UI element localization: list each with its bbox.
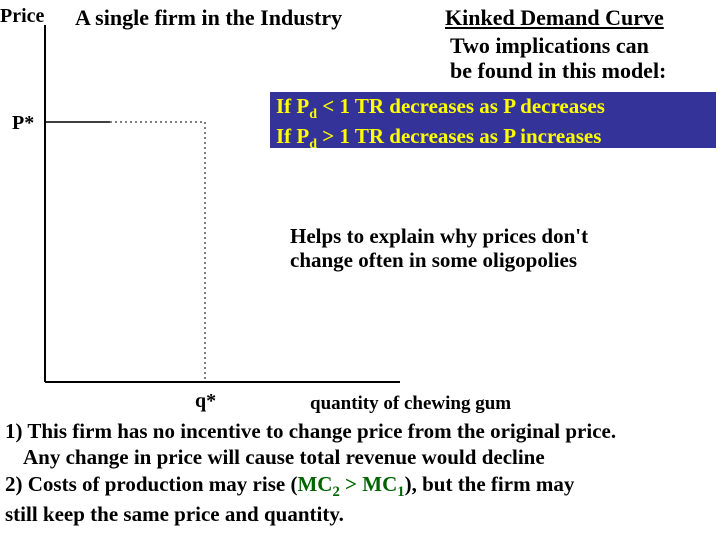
txt: < 1 TR decreases as P decreases <box>317 94 605 118</box>
mc2: MC2 <box>297 472 339 496</box>
y-axis-label: Price <box>0 5 44 28</box>
implication-line-2: If Pd > 1 TR decreases as P increases <box>276 124 710 154</box>
bottom-line-4: still keep the same price and quantity. <box>5 502 344 526</box>
bottom-paragraph: 1) This firm has no incentive to change … <box>5 418 715 527</box>
line: Helps to explain why prices don't <box>290 224 588 248</box>
bottom-line-3: 2) Costs of production may rise (MC2 > M… <box>5 472 574 496</box>
gt: > <box>340 472 362 496</box>
kinked-subtext: Two implications can be found in this mo… <box>450 33 666 84</box>
x-axis-label: quantity of chewing gum <box>310 393 511 415</box>
sub: d <box>309 137 317 152</box>
chart-title: A single firm in the Industry <box>75 5 342 31</box>
sub-line-2: be found in this model: <box>450 58 666 83</box>
txt: ), but the firm may <box>405 472 575 496</box>
sub: 2 <box>332 484 339 500</box>
txt: 2) Costs of production may rise ( <box>5 472 297 496</box>
sub: d <box>309 107 317 122</box>
implication-box: If Pd < 1 TR decreases as P decreases If… <box>270 92 716 148</box>
txt: > 1 TR decreases as P increases <box>317 124 601 148</box>
sub: 1 <box>397 484 404 500</box>
kinked-heading: Kinked Demand Curve <box>445 5 664 31</box>
sub-line-1: Two implications can <box>450 33 649 58</box>
helps-explain-text: Helps to explain why prices don't change… <box>290 225 710 272</box>
bottom-line-2: Any change in price will cause total rev… <box>23 444 715 470</box>
line: change often in some oligopolies <box>290 248 577 272</box>
implication-line-1: If Pd < 1 TR decreases as P decreases <box>276 94 710 124</box>
txt: MC <box>362 472 397 496</box>
bottom-line-1: 1) This firm has no incentive to change … <box>5 419 616 443</box>
p-star-label: P* <box>12 112 34 135</box>
txt: MC <box>297 472 332 496</box>
txt: If P <box>276 94 309 118</box>
mc1: MC1 <box>362 472 404 496</box>
txt: If P <box>276 124 309 148</box>
q-star-label: q* <box>195 390 216 413</box>
